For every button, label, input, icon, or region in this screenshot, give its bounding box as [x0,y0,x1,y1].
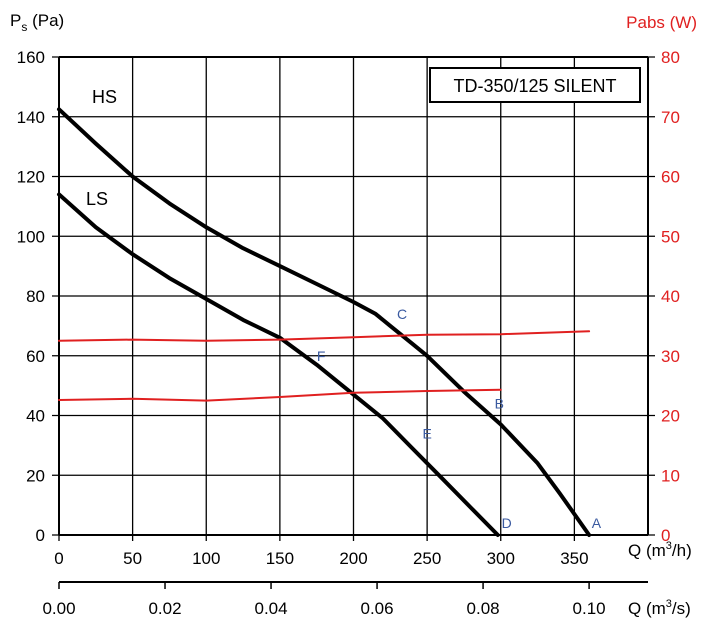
y-tick-label: 120 [17,168,45,187]
y-tick-label: 140 [17,108,45,127]
x2-tick-label: 0.00 [42,599,75,618]
x-tick-label: 150 [266,549,294,568]
y2-tick-label: 10 [661,466,680,485]
x-tick-label: 250 [413,549,441,568]
y2-axis-title: Pabs (W) [626,13,697,32]
point-label-a: A [592,515,602,531]
point-label-f: F [317,348,326,364]
y2-tick-label: 0 [661,526,670,545]
point-label-e: E [422,425,431,441]
x2-axis-title: Q (m3/s) [628,598,691,618]
x-tick-label: 0 [54,549,63,568]
point-label-c: C [397,306,407,322]
title-box: TD-350/125 SILENT [429,67,641,103]
grid [52,56,655,541]
y2-tick-label: 30 [661,347,680,366]
axes [58,56,649,589]
series-label-ls: LS [86,189,108,209]
point-label-d: D [502,515,512,531]
y2-tick-label: 40 [661,287,680,306]
x-tick-label: 300 [487,549,515,568]
series-group [57,107,592,537]
x2-tick-label: 0.10 [573,599,606,618]
y2-tick-label: 80 [661,48,680,67]
y-tick-label: 100 [17,227,45,246]
y-tick-label: 160 [17,48,45,67]
y-axis-title: Ps (Pa) [10,11,64,34]
x2-tick-label: 0.02 [148,599,181,618]
x2-tick-label: 0.04 [254,599,287,618]
x2-tick-label: 0.08 [467,599,500,618]
x-axis-title: Q (m3/h) [628,540,692,560]
pressure-curve-ls [57,192,500,537]
x-tick-label: 350 [560,549,588,568]
labels: 0 50 100 150 200 250 300 3500204060801001201401… [17,48,680,618]
y2-tick-label: 20 [661,407,680,426]
y-tick-label: 60 [26,347,45,366]
chart-title: TD-350/125 SILENT [453,76,616,96]
y2-tick-label: 70 [661,108,680,127]
x-tick-label: 100 [192,549,220,568]
power-curve [58,388,502,402]
series-label-hs: HS [92,87,117,107]
y2-tick-label: 60 [661,168,680,187]
point-label-b: B [495,396,504,412]
y-tick-label: 80 [26,287,45,306]
y-tick-label: 40 [26,407,45,426]
x-tick-label: 200 [339,549,367,568]
pressure-curve-hs [57,107,592,537]
y2-tick-label: 50 [661,227,680,246]
x2-tick-label: 0.06 [361,599,394,618]
y-tick-label: 20 [26,466,45,485]
power-curve [58,330,591,342]
y-tick-label: 0 [36,526,45,545]
x-tick-label: 50 [123,549,142,568]
